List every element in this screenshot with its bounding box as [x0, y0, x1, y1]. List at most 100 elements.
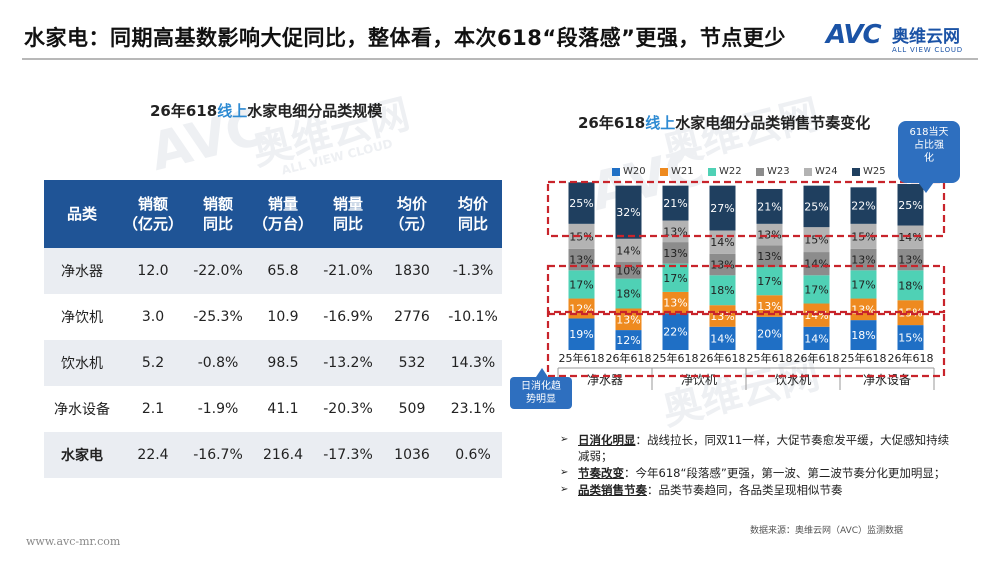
insight-text: ：今年618“段落感”更强，第一波、第二波节奏分化更加明显； — [624, 466, 946, 480]
bar-segment-w25 — [615, 185, 642, 239]
data-label: 14% — [710, 332, 734, 345]
table-row: 净水设备 2.1 -1.9% 41.1 -20.3% 509 23.1% — [44, 386, 502, 432]
col-header: 销量 （万台） — [250, 180, 316, 248]
footer-url[interactable]: www.avc-mr.com — [26, 535, 121, 548]
data-label: 13% — [710, 259, 734, 272]
header-divider — [22, 58, 978, 60]
bar-segment-w25 — [709, 185, 736, 231]
data-source: 数据来源：奥维云网（AVC）监测数据 — [750, 526, 904, 536]
bar-segment-w23 — [803, 252, 830, 276]
table-cell: -16.9% — [316, 294, 380, 340]
table-cell: 5.2 — [120, 340, 186, 386]
bar-segment-w20 — [756, 316, 783, 350]
data-label: 21% — [663, 197, 687, 210]
legend-swatch — [660, 167, 668, 176]
table-cell: 2776 — [380, 294, 444, 340]
table-cell: 23.1% — [444, 386, 502, 432]
insight-item: ➢ 品类销售节奏：品类节奏趋同，各品类呈现相似节奏 — [556, 482, 956, 498]
callout-text: 日消化趋 势明显 — [521, 381, 561, 405]
table-cell: -22.0% — [186, 248, 250, 294]
col-header: 均价 同比 — [444, 180, 502, 248]
legend-item: W25 — [852, 166, 896, 177]
table-cell: 98.5 — [250, 340, 316, 386]
data-label: 13% — [616, 313, 640, 326]
legend-label: W20 — [623, 166, 646, 177]
legend-item: W23 — [756, 166, 800, 177]
bar-segment-w20 — [803, 326, 830, 350]
watermark-en: ALL VIEW CLOUD — [280, 136, 395, 178]
stacked-bar-chart: 19%12%17%13%15%25%25年61812%13%18%10%14%3… — [546, 180, 946, 390]
bar-segment-w25 — [850, 187, 877, 224]
data-label: 22% — [851, 200, 875, 213]
x-tick-label: 25年618 — [559, 351, 605, 365]
legend-swatch — [612, 167, 620, 176]
data-label: 14% — [898, 231, 922, 244]
legend-swatch — [708, 167, 716, 176]
table-cell: 净水设备 — [44, 386, 120, 432]
logo-en-text: ALL VIEW CLOUD — [892, 46, 963, 54]
table-cell: 216.4 — [250, 432, 316, 478]
table-cell: 0.6% — [444, 432, 502, 478]
arrow-bullet-icon: ➢ — [560, 484, 569, 495]
legend-label: W25 — [863, 166, 886, 177]
table-cell: 509 — [380, 386, 444, 432]
data-label: 32% — [616, 206, 640, 219]
x-tick-label: 26年618 — [700, 351, 746, 365]
bar-segment-w24 — [897, 225, 924, 249]
bar-segment-w22 — [850, 270, 877, 299]
table-cell: 22.4 — [120, 432, 186, 478]
avc-logo: AVC 奥维云网 ALL VIEW CLOUD — [826, 20, 976, 56]
table-cell: 2.1 — [120, 386, 186, 432]
data-label: 14% — [804, 332, 828, 345]
table-cell: -10.1% — [444, 294, 502, 340]
x-tick-label: 25年618 — [841, 351, 887, 365]
data-label: 14% — [710, 236, 734, 249]
legend-item: W21 — [660, 166, 704, 177]
bar-segment-w21 — [662, 291, 689, 314]
data-label: 12% — [616, 334, 640, 347]
data-label: 15% — [898, 307, 922, 320]
arrow-bullet-icon: ➢ — [560, 467, 569, 478]
table-cell: -21.0% — [316, 248, 380, 294]
callout-daily-digest: 日消化趋 势明显 — [510, 368, 572, 409]
data-label: 15% — [898, 332, 922, 345]
highlight-box-w20 — [546, 312, 946, 378]
data-label: 27% — [710, 202, 734, 215]
table-cell: -1.3% — [444, 248, 502, 294]
bar-segment-w24 — [756, 223, 783, 246]
col-header: 品类 — [44, 180, 120, 248]
table-cell: -1.9% — [186, 386, 250, 432]
table-cell: 532 — [380, 340, 444, 386]
data-label: 20% — [757, 327, 781, 340]
bar-segment-w25 — [756, 188, 783, 224]
data-label: 14% — [804, 258, 828, 271]
legend-label: W21 — [671, 166, 694, 177]
bar-segment-w25 — [803, 185, 830, 228]
col-header: 销额 （亿元） — [120, 180, 186, 248]
insight-text: ：战线拉长，同双11一样，大促节奏愈发平缓，大促感知持续减弱； — [578, 433, 950, 463]
data-label: 18% — [851, 329, 875, 342]
highlight-box-w25 — [546, 180, 946, 238]
bar-segment-w25 — [568, 182, 595, 224]
col-header: 销额 同比 — [186, 180, 250, 248]
data-label: 17% — [851, 278, 875, 291]
table-cell: -20.3% — [316, 386, 380, 432]
insight-text: ：品类节奏趋同，各品类呈现相似节奏 — [647, 483, 843, 497]
data-label: 18% — [616, 288, 640, 301]
bar-segment-w22 — [709, 275, 736, 306]
table-cell: 10.9 — [250, 294, 316, 340]
data-label: 15% — [569, 230, 593, 243]
col-header: 销量 同比 — [316, 180, 380, 248]
table-cell: 净水器 — [44, 248, 120, 294]
data-label: 17% — [757, 275, 781, 288]
bar-segment-w21 — [709, 305, 736, 327]
x-tick-label: 25年618 — [653, 351, 699, 365]
table-row: 净水器 12.0 -22.0% 65.8 -21.0% 1830 -1.3% — [44, 248, 502, 294]
table-cell: -17.3% — [316, 432, 380, 478]
bar-segment-w22 — [615, 278, 642, 309]
table-header-row: 品类 销额 （亿元） 销额 同比 销量 （万台） 销量 同比 均价（元） 均价 … — [44, 180, 502, 248]
bar-segment-w25 — [662, 185, 689, 221]
group-label: 净水设备 — [863, 373, 911, 387]
table-total-row: 水家电 22.4 -16.7% 216.4 -17.3% 1036 0.6% — [44, 432, 502, 478]
data-label: 13% — [757, 300, 781, 313]
